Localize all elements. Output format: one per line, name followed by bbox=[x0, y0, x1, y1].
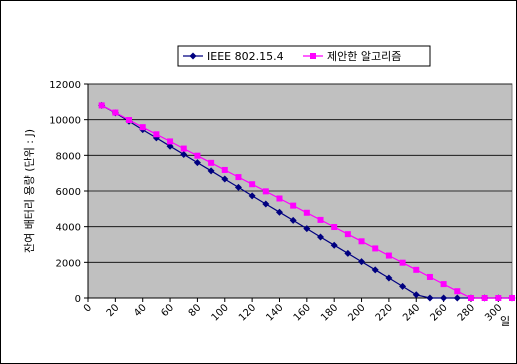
data-point-series-1 bbox=[180, 150, 188, 158]
x-tick-label: 160 bbox=[292, 302, 313, 323]
y-axis-title: 잔여 배터리 용량 (단위 : J) bbox=[23, 129, 36, 253]
data-point-series-1 bbox=[234, 183, 242, 191]
legend-label-series-1: IEEE 802.15.4 bbox=[207, 50, 284, 63]
data-point-series-2 bbox=[344, 231, 351, 238]
x-tick-label: 260 bbox=[428, 302, 449, 323]
x-tick-label: 0 bbox=[82, 302, 94, 314]
series-markers bbox=[98, 101, 516, 302]
data-point-series-2 bbox=[98, 102, 105, 109]
y-tick-label: 4000 bbox=[56, 223, 81, 234]
data-point-series-1 bbox=[399, 282, 407, 290]
data-point-series-1 bbox=[221, 175, 229, 183]
data-point-series-1 bbox=[262, 200, 270, 208]
data-point-series-1 bbox=[358, 258, 366, 266]
data-point-series-2 bbox=[509, 295, 515, 301]
data-point-series-1 bbox=[289, 216, 297, 224]
data-point-series-1 bbox=[440, 294, 448, 302]
data-point-series-1 bbox=[275, 208, 283, 216]
x-axis-ticks: 0 20 40 60 80 100 120 140 160 180 200 220 240 260 280 3… bbox=[82, 298, 504, 324]
legend-marker-series-1 bbox=[189, 52, 197, 60]
data-point-series-1 bbox=[207, 167, 215, 175]
y-tick-label: 0 bbox=[75, 294, 81, 305]
data-point-series-2 bbox=[249, 181, 256, 188]
data-point-series-2 bbox=[495, 295, 502, 301]
x-axis-title: 일 bbox=[500, 314, 510, 328]
x-tick-label: 40 bbox=[132, 302, 149, 319]
data-point-series-2 bbox=[262, 188, 269, 195]
data-point-series-1 bbox=[166, 142, 174, 150]
data-point-series-2 bbox=[235, 174, 242, 181]
data-point-series-1 bbox=[248, 192, 256, 200]
data-point-series-2 bbox=[358, 238, 365, 245]
x-tick-label: 60 bbox=[159, 302, 176, 319]
data-point-series-2 bbox=[221, 166, 228, 173]
legend: IEEE 802.15.4 제안한 알고리즘 bbox=[177, 45, 431, 67]
data-point-series-2 bbox=[126, 117, 133, 124]
x-tick-label: 180 bbox=[319, 302, 340, 323]
data-point-series-2 bbox=[139, 124, 146, 131]
data-point-series-1 bbox=[303, 225, 311, 233]
data-point-series-2 bbox=[167, 138, 174, 145]
data-point-series-2 bbox=[385, 252, 392, 259]
y-tick-label: 8000 bbox=[56, 151, 81, 162]
data-point-series-1 bbox=[317, 233, 325, 241]
y-tick-label: 6000 bbox=[56, 187, 81, 198]
data-point-series-2 bbox=[303, 209, 310, 216]
data-point-series-2 bbox=[112, 109, 119, 116]
data-point-series-1 bbox=[426, 294, 434, 302]
data-point-series-2 bbox=[276, 195, 283, 202]
data-point-series-2 bbox=[180, 145, 187, 152]
data-point-series-1 bbox=[385, 274, 393, 282]
data-point-series-2 bbox=[440, 281, 447, 288]
data-point-series-2 bbox=[372, 245, 379, 252]
x-tick-label: 240 bbox=[401, 302, 422, 323]
data-point-series-2 bbox=[481, 295, 488, 301]
x-tick-label: 100 bbox=[210, 302, 231, 323]
data-point-series-1 bbox=[453, 294, 461, 302]
data-point-series-1 bbox=[371, 266, 379, 274]
data-point-series-2 bbox=[153, 131, 160, 138]
x-tick-label: 200 bbox=[346, 302, 367, 323]
x-tick-label: 280 bbox=[456, 302, 477, 323]
data-point-series-2 bbox=[331, 224, 338, 231]
data-point-series-1 bbox=[330, 241, 338, 249]
data-point-series-2 bbox=[317, 216, 324, 223]
y-tick-label: 2000 bbox=[56, 258, 81, 269]
legend-label-series-2: 제안한 알고리즘 bbox=[327, 49, 401, 63]
data-point-series-2 bbox=[467, 295, 474, 301]
data-point-series-2 bbox=[454, 288, 461, 295]
data-point-series-2 bbox=[426, 273, 433, 280]
y-axis-ticks: 0 2000 4000 6000 8000 10000 12000 bbox=[49, 80, 88, 305]
data-point-series-2 bbox=[413, 266, 420, 273]
legend-marker-series-2 bbox=[310, 53, 316, 59]
data-point-series-1 bbox=[344, 249, 352, 257]
x-tick-label: 80 bbox=[187, 302, 204, 319]
data-point-series-2 bbox=[208, 159, 215, 166]
x-tick-label: 120 bbox=[237, 302, 258, 323]
x-tick-label: 20 bbox=[105, 302, 122, 319]
y-tick-label: 10000 bbox=[49, 116, 81, 127]
data-point-series-1 bbox=[412, 291, 420, 299]
data-point-series-2 bbox=[290, 202, 297, 209]
x-tick-label: 220 bbox=[374, 302, 395, 323]
x-tick-label: 140 bbox=[264, 302, 285, 323]
data-point-series-2 bbox=[194, 152, 201, 159]
data-point-series-2 bbox=[399, 259, 406, 266]
y-tick-label: 12000 bbox=[49, 80, 81, 91]
data-point-series-1 bbox=[193, 159, 201, 167]
